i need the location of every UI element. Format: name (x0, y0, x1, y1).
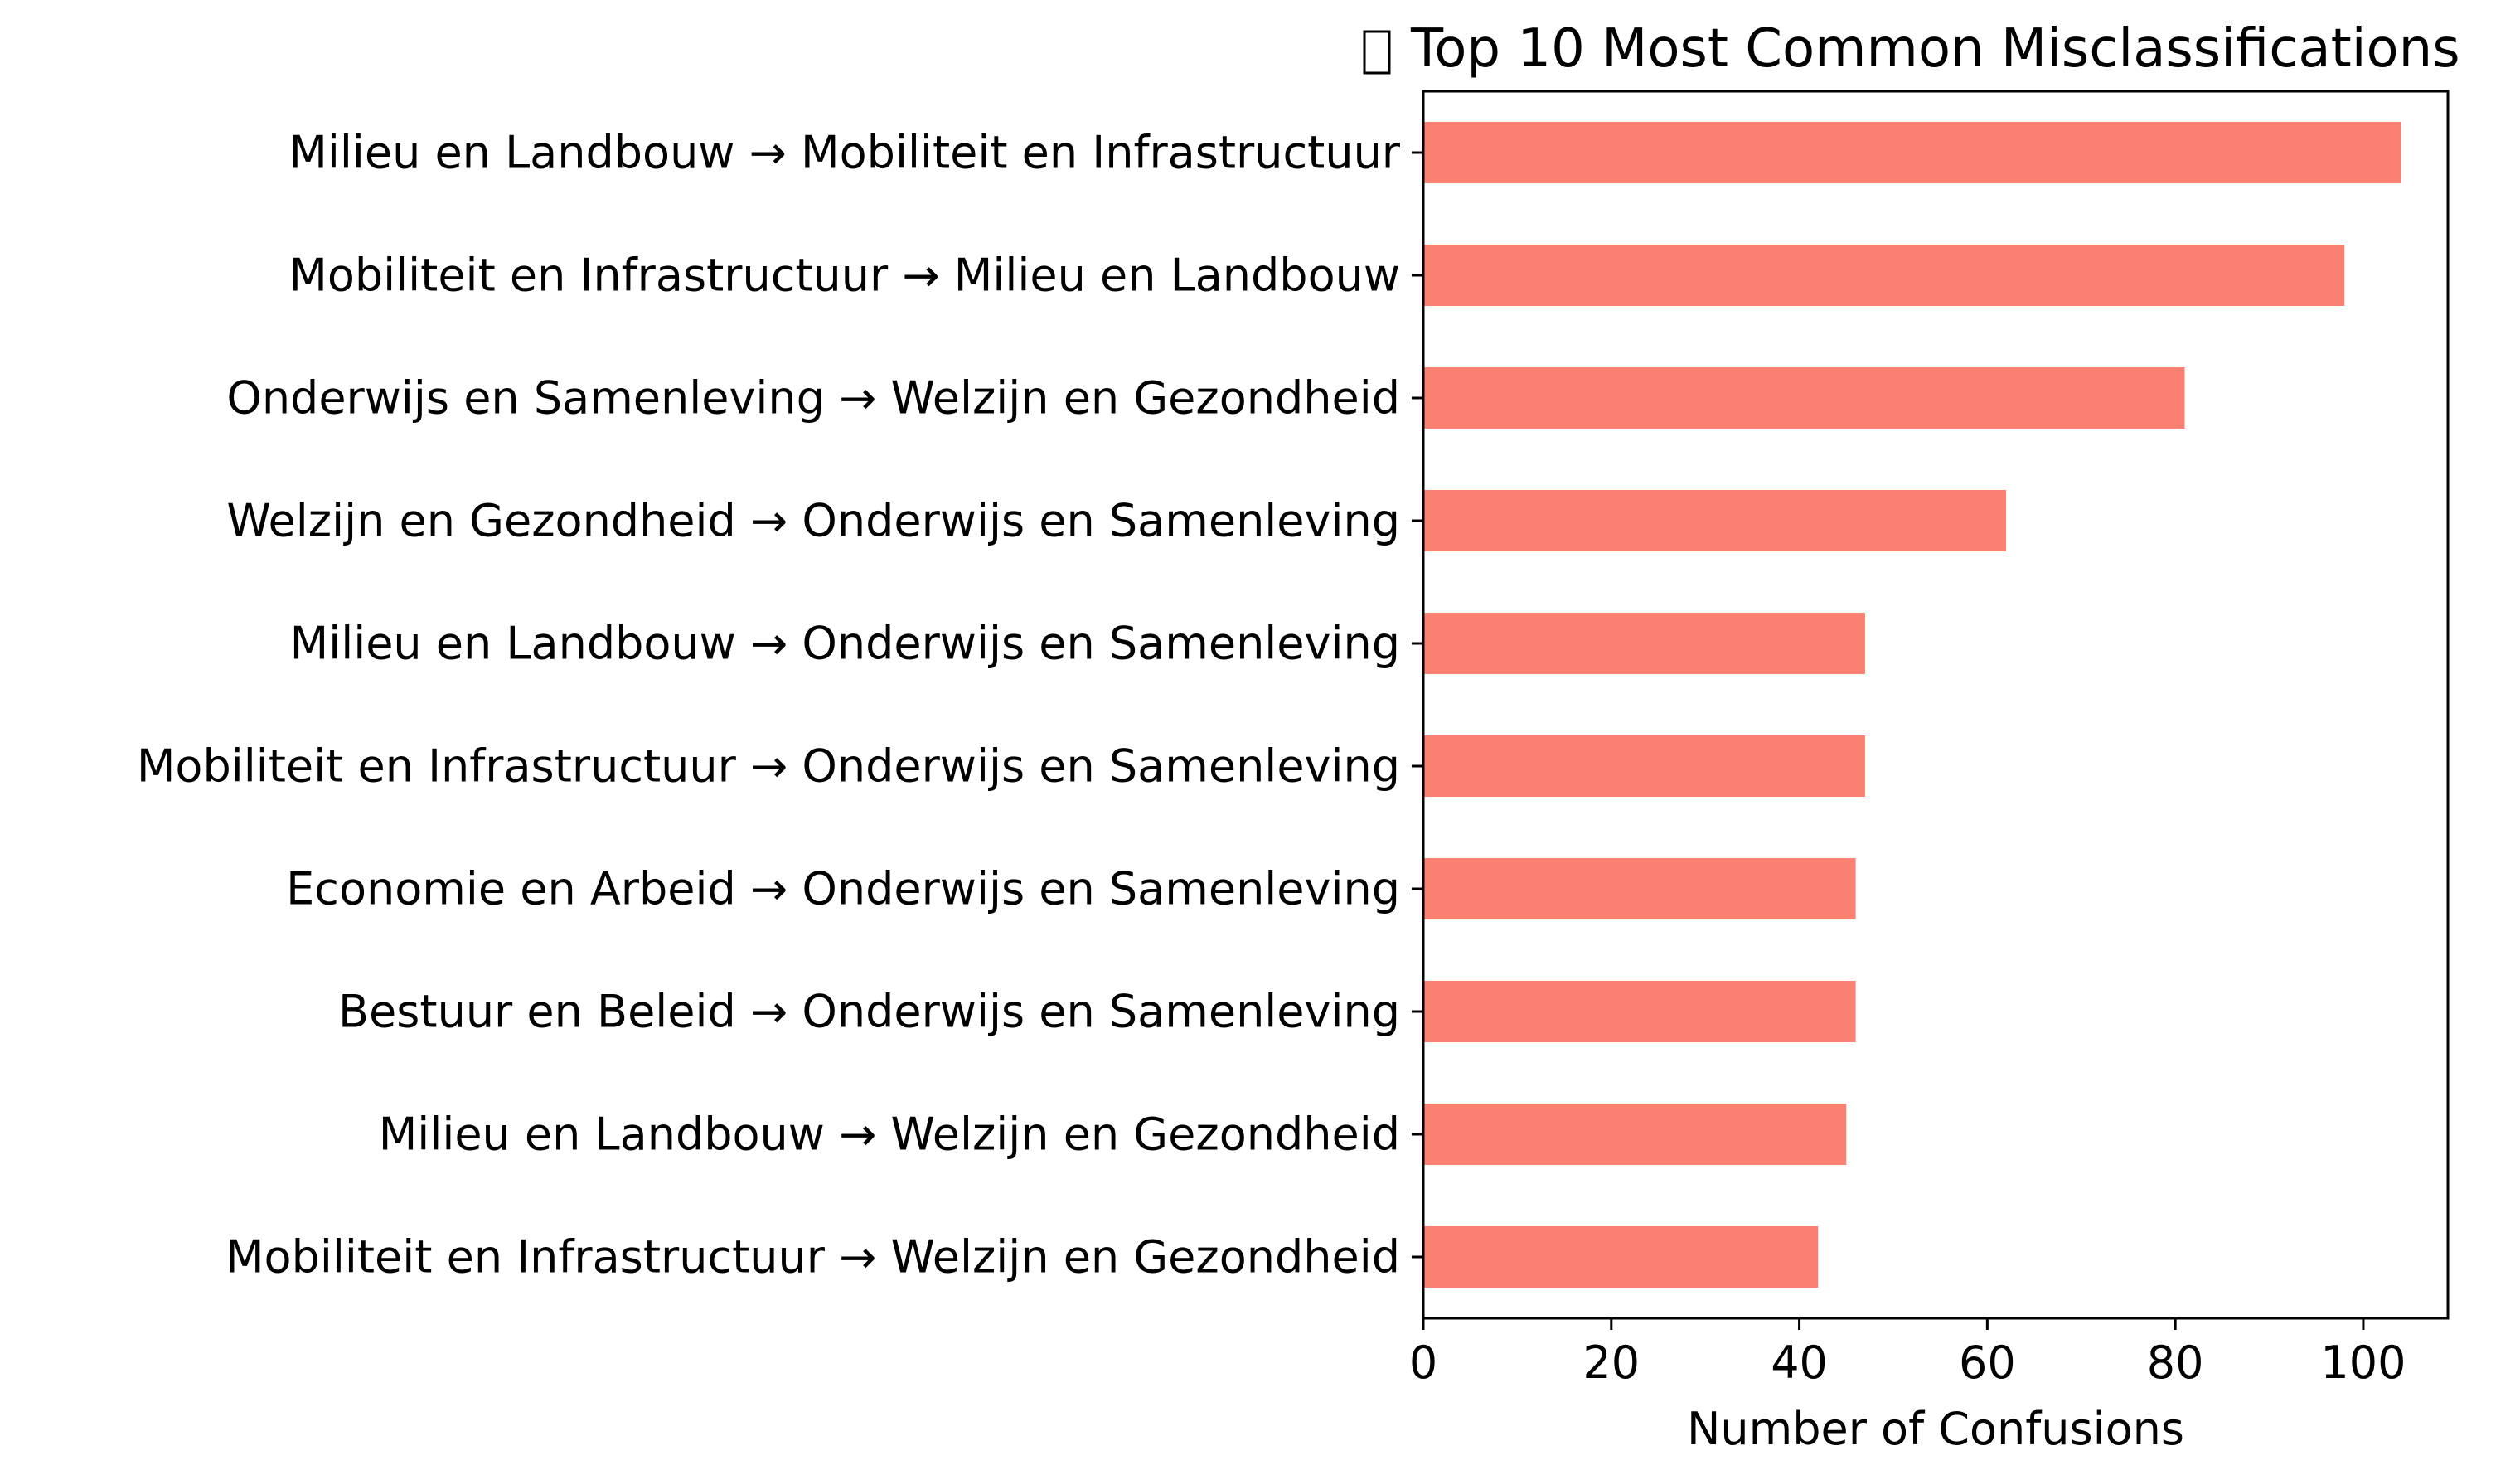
x-axis: 0 20 40 60 80 100 (1409, 1318, 2406, 1389)
y-tick-label: Milieu en Landbouw → Welzijn en Gezondhe… (379, 1109, 1400, 1161)
chart-title-group: Top 10 Most Common Misclassifications (1363, 18, 2460, 80)
y-tick-label: Onderwijs en Samenleving → Welzijn en Ge… (226, 372, 1400, 425)
x-tick-label: 100 (2320, 1337, 2406, 1389)
bars-group (1423, 122, 2401, 1288)
x-axis-title: Number of Confusions (1687, 1403, 2184, 1455)
x-tick-label: 60 (1959, 1337, 2016, 1389)
bar (1423, 1226, 1819, 1288)
plot-frame (1422, 90, 2450, 1320)
missing-glyph-icon (1363, 30, 1391, 75)
y-axis: Milieu en Landbouw → Mobiliteit en Infra… (137, 127, 1423, 1283)
bar (1423, 367, 2185, 429)
bar (1423, 981, 1856, 1042)
bar (1423, 122, 2401, 183)
y-tick-label: Economie en Arbeid → Onderwijs en Samenl… (286, 863, 1400, 915)
bar (1423, 245, 2345, 306)
y-tick-label: Bestuur en Beleid → Onderwijs en Samenle… (338, 986, 1400, 1038)
bar (1423, 490, 2007, 551)
y-tick-label: Milieu en Landbouw → Onderwijs en Samenl… (290, 618, 1400, 670)
x-tick-label: 20 (1582, 1337, 1640, 1389)
y-tick-label: Welzijn en Gezondheid → Onderwijs en Sam… (226, 495, 1400, 547)
chart-title: Top 10 Most Common Misclassifications (1410, 18, 2460, 80)
bar (1423, 613, 1865, 674)
y-tick-label: Mobiliteit en Infrastructuur → Milieu en… (288, 250, 1400, 302)
x-tick-label: 80 (2147, 1337, 2204, 1389)
y-tick-label: Mobiliteit en Infrastructuur → Welzijn e… (225, 1231, 1400, 1283)
bar (1423, 858, 1856, 919)
bar (1423, 735, 1865, 797)
y-tick-label: Mobiliteit en Infrastructuur → Onderwijs… (137, 740, 1400, 793)
bar (1423, 1104, 1847, 1165)
y-tick-label: Milieu en Landbouw → Mobiliteit en Infra… (288, 127, 1401, 179)
x-tick-label: 0 (1409, 1337, 1437, 1389)
x-tick-label: 40 (1771, 1337, 1828, 1389)
